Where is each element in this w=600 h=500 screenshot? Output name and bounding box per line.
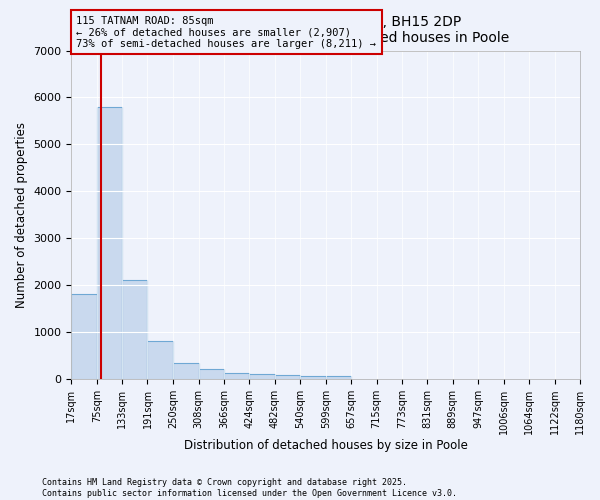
- Bar: [97, 107, 122, 378]
- X-axis label: Distribution of detached houses by size in Poole: Distribution of detached houses by size …: [184, 440, 467, 452]
- Bar: [71, 294, 97, 378]
- Bar: [250, 374, 275, 378]
- Text: 115 TATNAM ROAD: 85sqm
← 26% of detached houses are smaller (2,907)
73% of semi-: 115 TATNAM ROAD: 85sqm ← 26% of detached…: [76, 16, 376, 49]
- Text: Contains HM Land Registry data © Crown copyright and database right 2025.
Contai: Contains HM Land Registry data © Crown c…: [42, 478, 457, 498]
- Bar: [300, 376, 326, 378]
- Bar: [224, 374, 250, 378]
- Bar: [326, 376, 351, 378]
- Title: 115, TATNAM ROAD, POOLE, BH15 2DP
Size of property relative to detached houses i: 115, TATNAM ROAD, POOLE, BH15 2DP Size o…: [142, 15, 509, 45]
- Bar: [148, 341, 173, 378]
- Bar: [199, 370, 224, 378]
- Bar: [122, 280, 148, 378]
- Bar: [173, 364, 199, 378]
- Bar: [275, 375, 300, 378]
- Y-axis label: Number of detached properties: Number of detached properties: [15, 122, 28, 308]
